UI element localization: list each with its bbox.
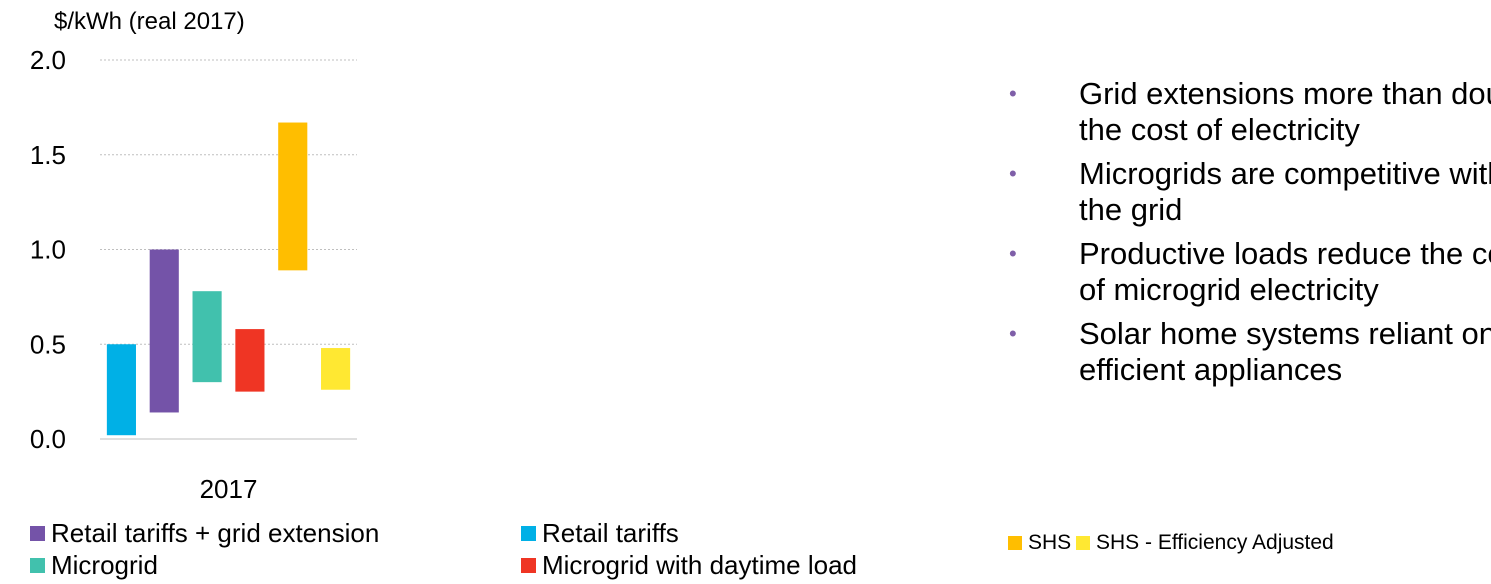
bullet-list: •Grid extensions more than double the co… xyxy=(1003,76,1491,396)
x-tick-label: 2017 xyxy=(200,474,258,504)
legend-swatch xyxy=(1076,536,1090,550)
x-axis-ticks: 2017 xyxy=(200,474,258,504)
legend-swatch xyxy=(521,526,536,541)
bullet-marker: • xyxy=(1009,81,1017,106)
legend-swatch xyxy=(30,558,45,573)
bar-retail-tariffs-grid-extension xyxy=(149,249,179,413)
bullet-item: •Grid extensions more than double the co… xyxy=(1009,76,1491,147)
bar-shs xyxy=(278,122,308,271)
bar-microgrid xyxy=(192,291,222,383)
y-tick-label: 0.0 xyxy=(30,424,66,454)
y-tick-label: 1.5 xyxy=(30,140,66,170)
grid-lines xyxy=(100,59,357,440)
legend-swatch xyxy=(1008,536,1022,550)
bar-shs-efficiency-adjusted xyxy=(321,348,351,390)
bar-retail-tariffs xyxy=(106,344,136,436)
legend-swatch xyxy=(521,558,536,573)
legend-item-microgrid-daytime-load: Microgrid with daytime load xyxy=(521,550,857,581)
legend-item-retail-tariffs: Retail tariffs xyxy=(521,518,679,549)
bullet-marker: • xyxy=(1009,241,1017,266)
y-tick-label: 1.0 xyxy=(30,235,66,265)
y-tick-label: 2.0 xyxy=(30,45,66,75)
bullet-marker: • xyxy=(1009,161,1017,186)
legend-swatch xyxy=(30,526,45,541)
legend-item-shs: SHS xyxy=(1008,531,1071,555)
y-axis-ticks: 0.0 0.5 1.0 1.5 2.0 xyxy=(30,45,66,454)
bars xyxy=(106,122,351,436)
y-axis-label: $/kWh (real 2017) xyxy=(54,8,245,35)
bullet-item: • Microgrids are competitive with the gri… xyxy=(1009,156,1491,227)
legend-item-microgrid: Microgrid xyxy=(30,550,158,581)
bar-microgrid-with-daytime-load xyxy=(235,329,265,392)
bullet-item: • Productive loads reduce the cost of mic… xyxy=(1009,236,1491,307)
legend-item-retail-tariffs-grid-extension: Retail tariffs + grid extension xyxy=(30,518,379,549)
bullet-marker: • xyxy=(1009,321,1017,346)
legend-item-shs-efficiency-adjusted: SHS - Efficiency Adjusted xyxy=(1076,531,1334,555)
y-tick-label: 0.5 xyxy=(30,329,66,359)
bullet-item: • Solar home systems reliant on efficient… xyxy=(1009,316,1491,387)
